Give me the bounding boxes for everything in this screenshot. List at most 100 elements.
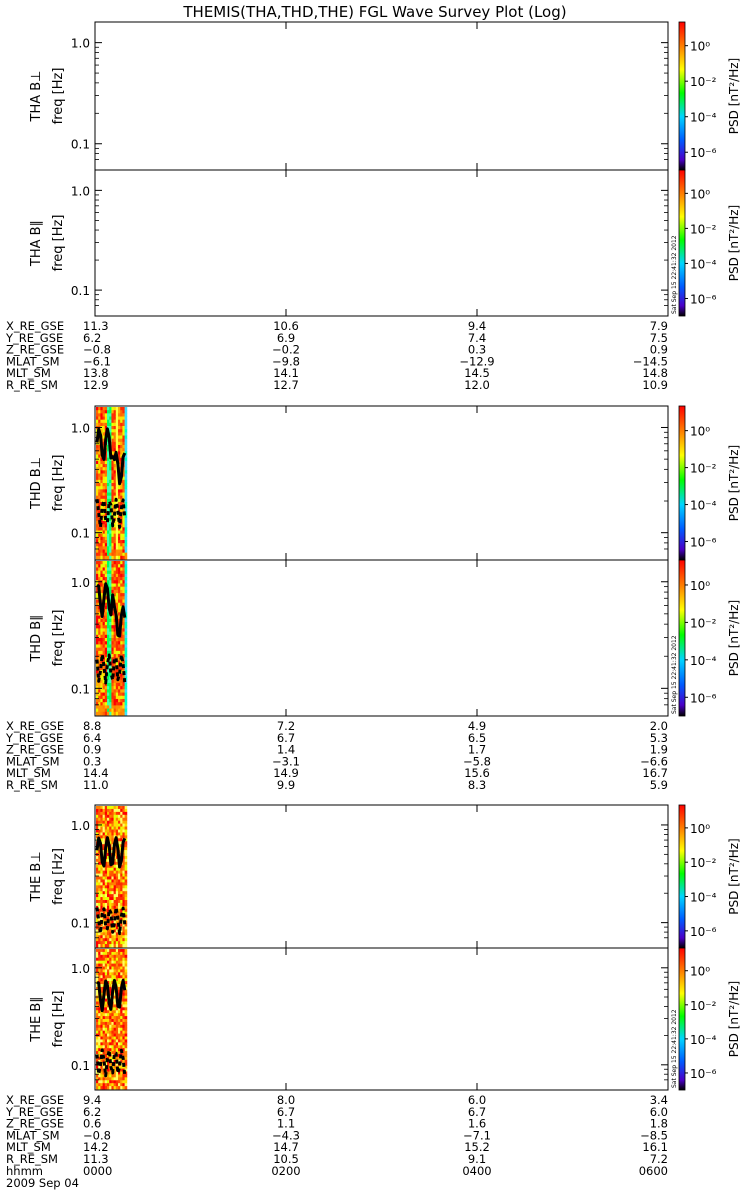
spectrogram-cell bbox=[120, 954, 123, 959]
ephemeris-value: −4.3 bbox=[272, 1128, 300, 1142]
spectrogram-cell bbox=[115, 429, 119, 433]
spectrogram-cell bbox=[98, 570, 101, 575]
spectrogram-cell bbox=[118, 441, 121, 446]
spectrogram-cell bbox=[120, 1007, 123, 1011]
spectrogram-cell bbox=[96, 609, 99, 613]
spectrogram-cell bbox=[107, 416, 110, 421]
spectrogram-cell bbox=[124, 644, 128, 649]
spectrogram-cell bbox=[115, 1027, 119, 1032]
spectrogram-cell bbox=[120, 422, 123, 427]
spectrogram-cell bbox=[124, 1039, 128, 1043]
spectrogram-cell bbox=[98, 882, 101, 886]
spectrogram-cell bbox=[111, 975, 115, 979]
spectrogram-cell bbox=[124, 926, 128, 930]
spectrogram-cell bbox=[109, 530, 112, 535]
spectrogram-cell bbox=[111, 502, 115, 506]
spectrogram-cell bbox=[102, 870, 106, 874]
spectrogram-cell bbox=[107, 1004, 110, 1008]
spectrogram-cell bbox=[111, 1036, 115, 1040]
spectrogram-cell bbox=[100, 888, 103, 892]
spectrogram-cell bbox=[98, 486, 101, 490]
spectrogram-cell bbox=[115, 448, 119, 452]
spectrogram-cell bbox=[115, 1036, 119, 1040]
spectrogram-cell bbox=[107, 473, 110, 478]
spectrogram-cell bbox=[122, 1016, 126, 1020]
spectrogram-cell bbox=[107, 454, 110, 459]
spectrogram-cell bbox=[100, 969, 103, 973]
spectrogram-cell bbox=[122, 944, 126, 948]
spectrogram-cell bbox=[122, 577, 126, 581]
spectrogram-cell bbox=[115, 900, 119, 904]
spectrogram-cell bbox=[113, 823, 117, 827]
spectrogram-cell bbox=[107, 902, 110, 907]
spectrogram-cell bbox=[113, 540, 117, 544]
spectrogram-cell bbox=[102, 923, 106, 927]
colorbar-tick-label: 10⁻² bbox=[690, 856, 717, 870]
spectrogram-cell bbox=[115, 897, 119, 901]
spectrogram-cell bbox=[100, 932, 103, 936]
spectrogram-cell bbox=[102, 1071, 106, 1075]
spectrogram-cell bbox=[122, 483, 126, 487]
spectrogram-cell bbox=[109, 549, 112, 554]
spectrogram-cell bbox=[115, 858, 119, 863]
spectrogram-cell bbox=[100, 1074, 103, 1078]
ephemeris-value: 8.8 bbox=[83, 719, 101, 733]
spectrogram-cell bbox=[107, 445, 110, 449]
spectrogram-cell bbox=[100, 1065, 103, 1069]
spectrogram-cell bbox=[113, 521, 117, 525]
spectrogram-cell bbox=[98, 654, 101, 658]
spectrogram-cell bbox=[113, 426, 117, 430]
spectrogram-cell bbox=[118, 413, 121, 417]
spectrogram-cell bbox=[111, 1086, 115, 1090]
spectrogram-cell bbox=[113, 698, 117, 703]
spectrogram-cell bbox=[107, 567, 110, 572]
spectrogram-cell bbox=[102, 1010, 106, 1014]
spectrogram-cell bbox=[118, 552, 121, 557]
spectrogram-cell bbox=[104, 902, 108, 907]
spectrogram-cell bbox=[111, 954, 115, 959]
y-tick-label: 0.1 bbox=[71, 1059, 90, 1073]
spectrogram-cell bbox=[102, 483, 106, 487]
colorbar bbox=[678, 804, 686, 949]
spectrogram-cell bbox=[120, 969, 123, 973]
freq-axis-label: freq [Hz] bbox=[51, 848, 66, 905]
spectrogram-cell bbox=[120, 808, 123, 813]
spectrogram-cell bbox=[115, 555, 119, 560]
ephemeris-value: 1.6 bbox=[468, 1117, 486, 1131]
spectrogram-cell bbox=[102, 1059, 106, 1064]
spectrogram-cell bbox=[100, 835, 103, 839]
spectrogram-cell bbox=[122, 806, 126, 810]
spectrogram-cell bbox=[113, 470, 117, 474]
spectrogram-cell bbox=[115, 546, 119, 550]
spectrogram-cell bbox=[96, 470, 99, 474]
spectrogram-cell bbox=[111, 621, 115, 626]
spectrogram-cell bbox=[120, 1024, 123, 1029]
spectrogram-cell bbox=[107, 879, 110, 883]
spectrogram-cell bbox=[113, 441, 117, 446]
spectrogram-cell bbox=[100, 1021, 103, 1026]
spectrogram-cell bbox=[118, 1036, 121, 1040]
spectrogram-cell bbox=[124, 820, 128, 825]
spectrogram-cell bbox=[124, 460, 128, 465]
spectrogram-cell bbox=[120, 1039, 123, 1043]
spectrogram-cell bbox=[96, 957, 99, 962]
spectrogram-cell bbox=[100, 957, 103, 962]
spectrogram-cell bbox=[111, 410, 115, 414]
spectrogram-cell bbox=[124, 527, 128, 531]
spectrogram-cell bbox=[96, 448, 99, 452]
spectrogram-cell bbox=[98, 561, 101, 565]
spectrogram-cell bbox=[96, 1051, 99, 1055]
spectrogram-cell bbox=[115, 972, 119, 976]
spectrogram-cell bbox=[102, 644, 106, 649]
spectrogram-cell bbox=[96, 1036, 99, 1040]
spectrogram-cell bbox=[120, 673, 123, 677]
ephemeris-value: 7.5 bbox=[650, 331, 668, 345]
spectrogram-cell bbox=[124, 1013, 128, 1017]
spectrogram-cell bbox=[98, 1042, 101, 1046]
spectrogram-cell bbox=[109, 1080, 112, 1084]
spectrogram-cell bbox=[109, 698, 112, 703]
spectrogram-cell bbox=[109, 527, 112, 531]
spectrogram-cell bbox=[111, 1042, 115, 1046]
spectrogram-cell bbox=[100, 820, 103, 825]
spectrogram-cell bbox=[100, 1042, 103, 1046]
